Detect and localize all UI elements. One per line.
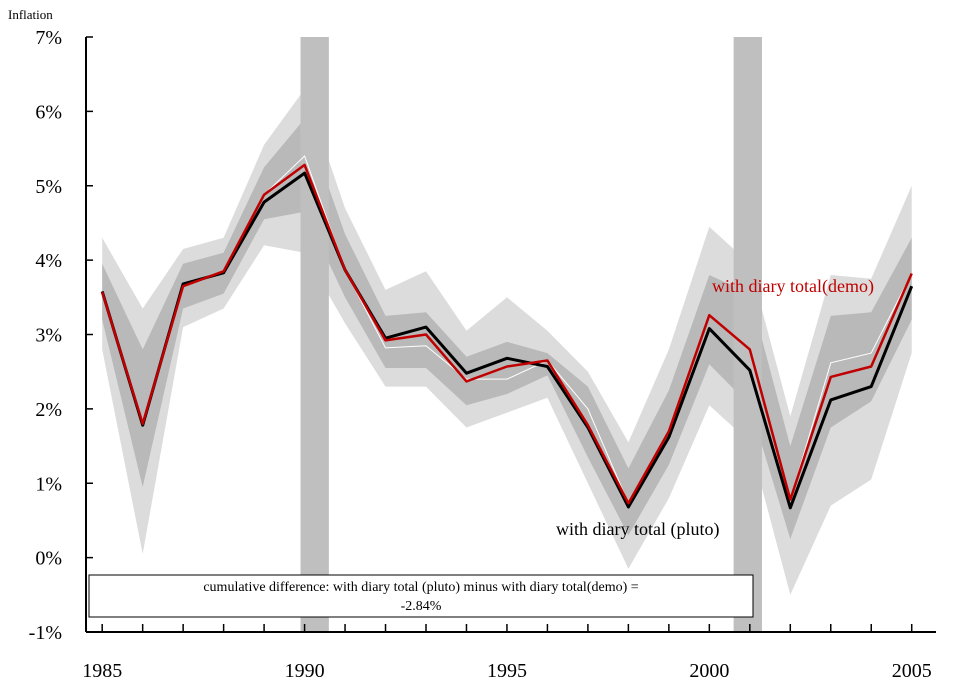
recession-bar-2 <box>733 37 762 632</box>
y-tick-label: -1% <box>29 622 62 644</box>
y-tick-label: 0% <box>35 548 62 570</box>
y-tick-label: 4% <box>35 250 62 272</box>
confidence-bands <box>102 89 912 595</box>
series-lines <box>100 155 914 510</box>
note-box <box>88 574 754 618</box>
y-axis-label: Inflation <box>8 7 53 22</box>
series-line-pluto <box>100 171 914 510</box>
y-tick-label: 3% <box>35 325 62 347</box>
y-tick-label: 1% <box>35 473 62 495</box>
x-tick-label: 1985 <box>82 660 122 682</box>
y-tick-label: 2% <box>35 399 62 421</box>
series-label-demo: with diary total(demo) <box>712 276 874 297</box>
series-labels: with diary total(demo) with diary total … <box>556 276 874 540</box>
series-label-pluto: with diary total (pluto) <box>556 519 719 540</box>
axes: -1% 0% 1% 2% 3% 4% 5% 6% 7% 1985 1990 1995 2000 2005 <box>29 27 936 682</box>
series-line-demo <box>101 163 913 505</box>
x-tick-label: 2000 <box>689 660 729 682</box>
recession-bar-1 <box>300 37 329 632</box>
x-tick-label: 2005 <box>892 660 932 682</box>
cumulative-difference-note: cumulative difference: with diary total … <box>88 574 754 618</box>
y-tick-label: 6% <box>35 101 62 123</box>
y-tick-label: 5% <box>35 176 62 198</box>
y-tick-label: 7% <box>35 27 62 49</box>
recession-shading <box>300 37 762 632</box>
note-line-2: -2.84% <box>401 599 442 614</box>
note-line-1: cumulative difference: with diary total … <box>203 580 638 595</box>
x-tick-label: 1995 <box>487 660 527 682</box>
x-tick-label: 1990 <box>285 660 325 682</box>
